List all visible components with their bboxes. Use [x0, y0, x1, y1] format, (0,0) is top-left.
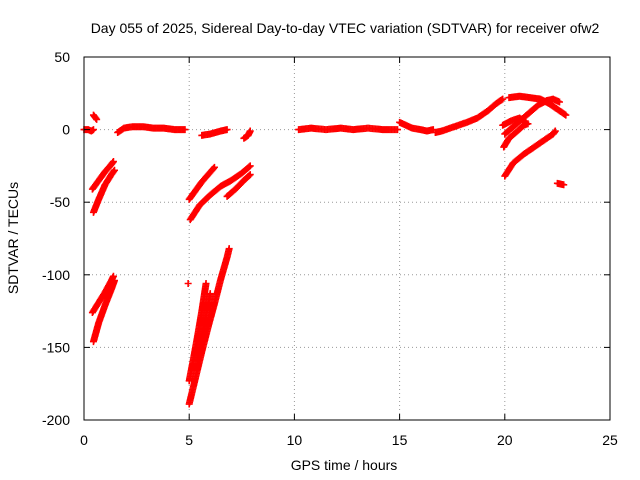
data-point	[524, 120, 532, 128]
data-point	[225, 245, 233, 253]
data-point	[246, 127, 254, 135]
data-point	[223, 126, 231, 134]
x-tick-label: 5	[185, 432, 193, 448]
x-axis-label: GPS time / hours	[291, 457, 398, 473]
data-point	[245, 172, 253, 180]
y-tick-label: -200	[42, 412, 70, 428]
data-point	[246, 162, 254, 170]
grid	[84, 57, 610, 420]
data-point	[551, 127, 559, 135]
data-point	[206, 290, 214, 298]
y-tick-label: 0	[62, 122, 70, 138]
data-point	[184, 280, 192, 288]
data-point	[202, 280, 210, 288]
data-point	[89, 126, 97, 134]
data-series-sdtvar	[80, 92, 570, 408]
data-point	[111, 166, 119, 174]
x-tick-label: 0	[80, 432, 88, 448]
axis-ticks: 0 5 10 15 20 25 -200 -150 -100 -50 0 50	[42, 49, 618, 448]
data-point	[393, 126, 401, 134]
y-tick-label: 50	[54, 49, 70, 65]
x-tick-label: 20	[497, 432, 513, 448]
data-point	[562, 111, 570, 119]
y-tick-label: -50	[50, 194, 70, 210]
data-point	[181, 126, 189, 134]
data-point	[560, 181, 568, 189]
y-tick-label: -150	[42, 339, 70, 355]
data-point	[210, 164, 218, 172]
data-point	[111, 277, 119, 285]
data-point	[556, 98, 564, 106]
data-point	[109, 158, 117, 166]
data-point	[245, 163, 253, 171]
data-point	[246, 171, 254, 179]
data-point	[499, 95, 507, 103]
x-tick-label: 25	[602, 432, 618, 448]
data-point	[93, 115, 101, 123]
y-tick-label: -100	[42, 267, 70, 283]
x-tick-label: 10	[287, 432, 303, 448]
x-tick-label: 15	[392, 432, 408, 448]
plot-frame	[83, 56, 611, 421]
data-point	[210, 163, 218, 171]
chart-title: Day 055 of 2025, Sidereal Day-to-day VTE…	[91, 20, 600, 36]
y-axis-label: SDTVAR / TECUs	[5, 182, 21, 294]
